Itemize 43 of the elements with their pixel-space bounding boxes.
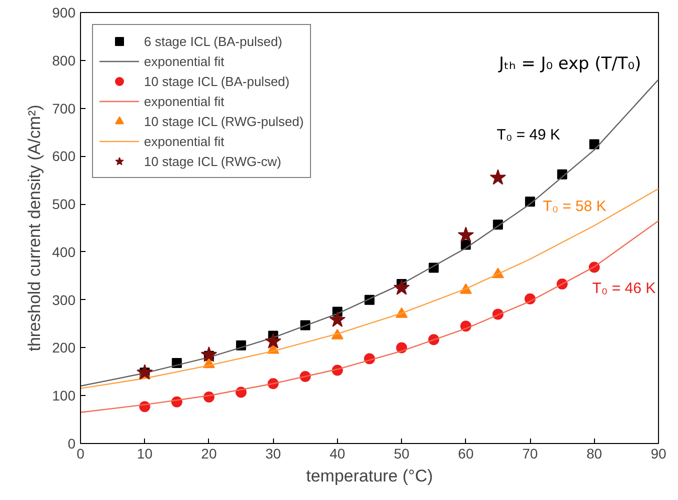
y-tick-label: 900 <box>52 4 76 20</box>
y-tick-label: 100 <box>52 388 76 404</box>
point <box>265 332 282 348</box>
y-axis-title: threshold current density (A/cm²) <box>25 104 44 352</box>
legend-label: exponential fit <box>144 54 224 68</box>
x-axis-title: temperature (°C) <box>306 466 433 486</box>
point <box>394 279 410 295</box>
annotation: T₀ = 58 K <box>542 198 606 215</box>
point <box>458 226 474 242</box>
legend-label: 10 stage ICL (RWG-pulsed) <box>144 114 304 128</box>
legend-label: exponential fit <box>144 94 224 108</box>
line-series <box>80 78 658 387</box>
x-tick-label: 70 <box>522 446 538 462</box>
y-tick-label: 700 <box>52 100 76 116</box>
legend-label: 10 stage ICL (BA-pulsed) <box>144 74 290 88</box>
y-tick-label: 200 <box>52 340 76 356</box>
point <box>136 364 153 380</box>
y-tick-label: 600 <box>52 148 76 164</box>
x-tick-label: 50 <box>394 446 410 462</box>
legend-label: 10 stage ICL (RWG-cw) <box>144 154 282 168</box>
legend-label: exponential fit <box>144 134 224 148</box>
y-tick-label: 500 <box>52 196 76 212</box>
point <box>490 169 506 185</box>
line-series <box>80 220 658 413</box>
point <box>329 311 346 327</box>
x-tick-label: 80 <box>586 446 602 462</box>
x-tick-label: 10 <box>136 446 153 462</box>
point <box>200 346 218 362</box>
annotation: T₀ = 46 K <box>592 280 656 297</box>
y-tick-label: 0 <box>68 436 76 452</box>
x-tick-label: 30 <box>265 446 282 462</box>
line-series <box>80 188 658 390</box>
x-tick-label: 40 <box>330 446 346 462</box>
y-tick-label: 400 <box>52 244 76 260</box>
point <box>589 139 600 150</box>
annotation: Jₜₕ = J₀ exp (T/T₀) <box>498 54 642 74</box>
y-tick-label: 800 <box>52 52 76 68</box>
y-tick-label: 300 <box>52 292 76 308</box>
x-tick-label: 90 <box>650 446 666 462</box>
legend-label: 6 stage ICL (BA-pulsed) <box>144 34 282 48</box>
x-tick-label: 60 <box>458 446 474 462</box>
annotation: T₀ = 49 K <box>496 126 560 144</box>
x-tick-label: 20 <box>201 446 217 462</box>
